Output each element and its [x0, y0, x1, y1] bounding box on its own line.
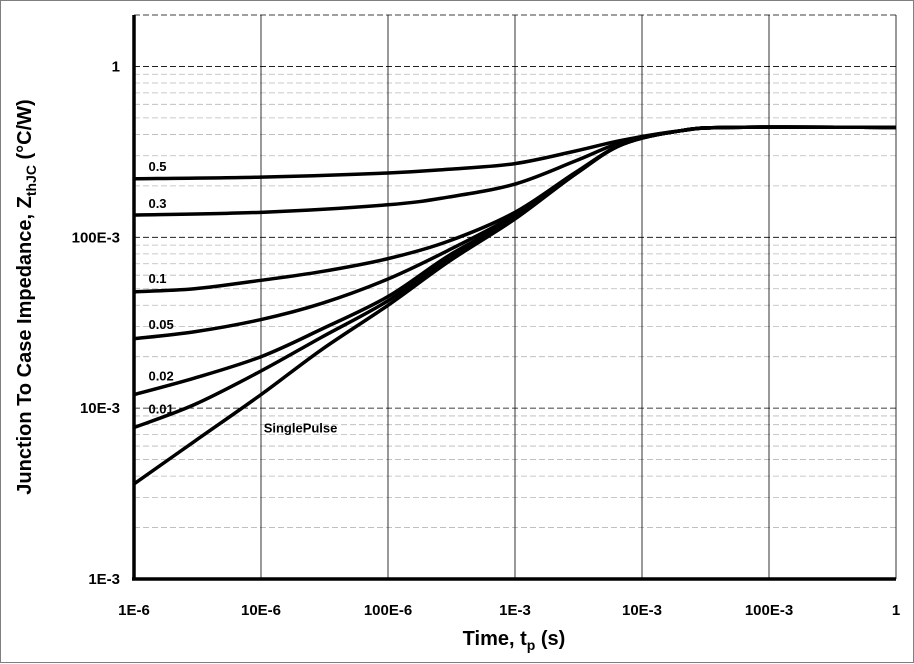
y-tick-label: 1E-3 [88, 571, 120, 588]
y-axis-title-subscript: thJC [23, 165, 39, 196]
x-axis-title: Time, tp (s) [463, 628, 566, 653]
y-axis-title-tail: (°C/W) [14, 99, 36, 165]
series-label-0-1: 0.1 [148, 271, 166, 286]
grid [134, 14, 897, 579]
x-tick-label: 1E-6 [118, 602, 150, 619]
series-label-0-01: 0.01 [148, 402, 173, 417]
x-tick-label: 10E-6 [241, 602, 281, 619]
series-label-0-3: 0.3 [148, 196, 166, 211]
x-tick-label: 1 [892, 602, 900, 619]
y-tick-label: 100E-3 [72, 229, 120, 246]
series-lines [132, 125, 897, 486]
y-axis-title-main: Junction To Case Impedance, Z [14, 196, 36, 495]
x-axis-title-tail: (s) [535, 628, 565, 650]
series-label-0-5: 0.5 [148, 159, 166, 174]
x-tick-label: 1E-3 [499, 602, 531, 619]
series-label-0-05: 0.05 [148, 317, 173, 332]
x-axis-title-subscript: p [527, 637, 536, 653]
tick-labels: 1E-6 10E-6 100E-6 1E-3 10E-3 100E-3 1 1E-3 10E-3… [72, 58, 901, 619]
x-tick-label: 100E-3 [745, 602, 793, 619]
x-tick-label: 100E-6 [364, 602, 412, 619]
axes [132, 15, 896, 581]
y-tick-label: 10E-3 [80, 400, 120, 417]
series-line-singlepulse [132, 125, 897, 486]
y-axis-title: Junction To Case Impedance, ZthJC (°C/W) [14, 99, 39, 494]
series-label-singlepulse: SinglePulse [264, 421, 338, 436]
series-labels: 0.5 0.3 0.1 0.05 0.02 0.01 SinglePulse [148, 159, 337, 436]
series-label-0-02: 0.02 [148, 369, 173, 384]
y-tick-label: 1 [112, 58, 120, 75]
x-axis-title-main: Time, t [463, 628, 527, 650]
x-tick-label: 10E-3 [622, 602, 662, 619]
